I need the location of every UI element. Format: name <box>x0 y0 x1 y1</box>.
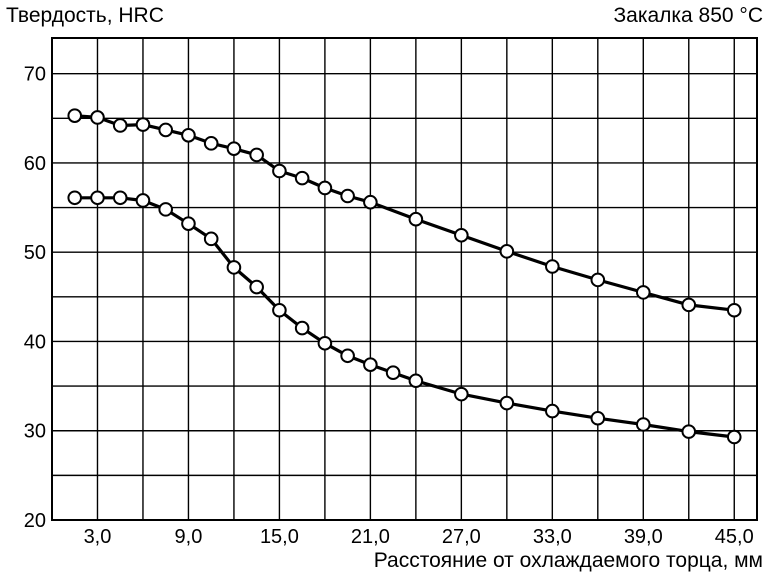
x-tick-label: 33,0 <box>533 526 572 548</box>
data-point <box>363 357 378 372</box>
data-point <box>67 190 83 206</box>
tick-labels: 3,0 9,0 15,0 21,0 27,0 33,0 39,0 45,0 20 30 40 50 60… <box>24 64 754 548</box>
data-point <box>681 297 697 313</box>
data-point <box>112 190 128 206</box>
x-axis-label: Расстояние от охлаждаемого торца, мм <box>373 549 763 572</box>
data-point <box>294 170 310 186</box>
data-point <box>726 302 742 318</box>
data-point <box>635 285 651 300</box>
data-point <box>340 188 355 204</box>
series-layer <box>67 108 742 445</box>
data-point <box>135 117 151 132</box>
data-point <box>249 147 264 163</box>
series-line <box>74 196 735 439</box>
y-tick-label: 40 <box>24 331 46 353</box>
y-tick-label: 20 <box>24 510 46 532</box>
y-tick-label: 30 <box>24 421 46 443</box>
data-point <box>249 279 264 295</box>
data-point <box>90 110 105 125</box>
data-point <box>158 202 174 217</box>
data-point <box>203 231 219 247</box>
data-point <box>294 320 310 336</box>
data-point <box>67 108 83 123</box>
data-point <box>317 180 333 196</box>
plot-border <box>51 37 758 521</box>
data-point <box>545 259 560 274</box>
data-point <box>363 194 378 210</box>
data-point <box>226 141 242 156</box>
y-axis-label: Твердость, HRC <box>6 4 164 27</box>
data-point <box>499 244 515 259</box>
y-tick-label: 50 <box>24 242 46 264</box>
x-tick-label: 39,0 <box>624 526 663 548</box>
x-tick-label: 9,0 <box>175 526 203 548</box>
series-line <box>74 114 735 312</box>
data-point <box>135 193 151 208</box>
data-point <box>181 127 196 143</box>
data-point <box>226 260 242 275</box>
data-point <box>408 211 424 227</box>
quench-annotation: Закалка 850 °C <box>613 4 763 27</box>
data-point <box>181 216 196 231</box>
data-point <box>408 373 424 389</box>
data-point <box>340 348 355 364</box>
data-point <box>454 227 469 243</box>
grid <box>52 38 757 520</box>
data-point <box>681 424 697 439</box>
data-point <box>590 272 606 288</box>
data-point <box>385 365 401 381</box>
data-point <box>317 335 333 351</box>
data-point <box>158 122 174 138</box>
data-point <box>272 163 287 179</box>
plot-frame <box>51 37 758 521</box>
x-tick-label: 45,0 <box>715 526 754 548</box>
data-point <box>112 118 128 133</box>
data-point <box>635 417 651 432</box>
x-tick-label: 27,0 <box>442 526 481 548</box>
data-point <box>454 386 469 402</box>
data-point <box>545 403 560 419</box>
x-tick-label: 15,0 <box>260 526 299 548</box>
y-tick-label: 60 <box>24 153 46 175</box>
data-point <box>726 429 742 445</box>
x-tick-label: 3,0 <box>84 526 112 548</box>
data-point <box>90 190 105 206</box>
data-point <box>203 136 219 151</box>
data-point <box>499 395 515 411</box>
data-point <box>272 302 287 318</box>
data-point <box>590 410 606 426</box>
x-tick-label: 21,0 <box>351 526 390 548</box>
y-tick-label: 70 <box>24 64 46 86</box>
